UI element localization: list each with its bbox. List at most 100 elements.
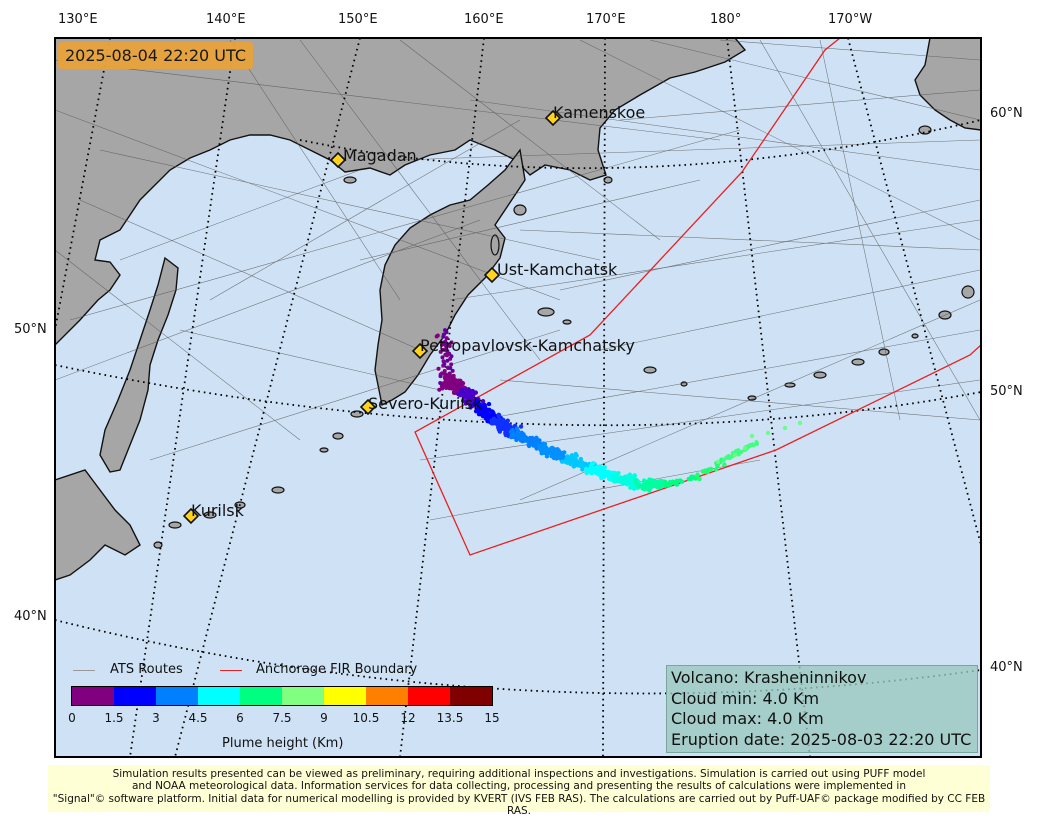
plume-particle [713,467,719,472]
plume-particle [742,445,748,451]
plume-particle [644,480,649,485]
colorbar-segment [114,687,156,705]
colorbar-segment [450,687,492,705]
city-marker: Kamenskoe [544,103,645,127]
cloud-max: Cloud max: 4.0 Km [671,709,824,728]
city-diamond-icon [483,266,501,284]
colorbar-tick-label: 15 [484,711,500,725]
plume-particle [510,427,515,433]
map-frame [54,37,982,758]
city-marker: Ust-Kamchatsk [483,260,618,284]
plume-particle [491,420,496,426]
plume-particle [619,476,624,481]
plume-particle [515,428,521,434]
plume-particle [631,483,637,488]
lat-label-left: 50°N [14,322,47,337]
plume-particle [461,387,466,392]
plume-particle [732,452,738,458]
plume-particle [476,404,482,410]
plume-particle [487,413,493,418]
plume-particle [481,413,486,419]
plume-particle [610,470,615,476]
lon-label: 140°E [206,12,246,27]
colorbar-tick-label: 6 [236,711,244,725]
city-diamond-icon [359,398,377,416]
plume-particle [541,450,547,455]
volcano-name: Volcano: Krasheninnikov [671,668,867,687]
plume-particle [602,464,607,470]
plume-particle [631,486,637,491]
plume-particle [556,448,561,453]
plume-particle [496,427,502,432]
plume-particle [442,362,447,367]
plume-particle [725,455,731,461]
city-diamond-icon [544,109,562,127]
plume-particle [504,419,509,424]
plume-particle [442,370,447,376]
city-label: Kamenskoe [553,103,645,122]
plume-particle [443,352,448,357]
plume-particle [626,474,631,480]
fir-boundary-swatch [220,670,242,671]
land-hokkaido [55,469,141,581]
plume-particle [450,380,456,386]
colorbar-title: Plume height (Km) [222,736,344,751]
disclaimer-line: Simulation results presented can be view… [112,768,926,780]
lon-label: 170°E [586,12,626,27]
plume-particle [436,366,441,371]
plume-particle [444,377,449,382]
cities-layer: Kamenskoe Magadan Ust-Kamchatsk Petropavlov… [182,103,645,525]
plume-particle [439,342,444,347]
plume-particle [663,479,668,485]
ash-plume [434,328,803,493]
plume-particle [470,388,475,394]
plume-particle [595,467,600,472]
plume-particle [444,385,449,391]
disclaimer-footer: Simulation results presented can be view… [48,765,990,817]
lat-label-left: 40°N [14,609,47,624]
land-mainland [55,38,747,346]
plume-height-colorbar [71,686,493,706]
plume-particle [749,433,755,439]
plume-particle [481,409,487,414]
colorbar-tick-label: 13.5 [436,711,464,725]
land-sakhalin [99,256,179,473]
plume-particle [440,386,445,391]
plume-particle [580,467,585,472]
plume-particle [600,469,605,474]
colorbar-segment [72,687,114,705]
plume-particle [530,435,535,441]
plume-particle [694,475,700,480]
plume-particle [465,400,470,406]
plume-particle [578,456,584,462]
plume-particle [435,333,440,338]
colorbar-segment [240,687,282,705]
plume-particle [610,474,615,480]
plume-particle [573,451,579,457]
plume-particle [633,477,639,483]
cloud-min: Cloud min: 4.0 Km [671,688,820,708]
plume-particle [641,486,647,492]
plume-particle [537,443,542,449]
plume-particle [546,447,551,452]
plume-particle [544,454,550,459]
plume-particle [739,449,744,455]
lat-label-right: 40°N [990,660,1023,675]
colorbar-segment [408,687,450,705]
fir-boundary [414,38,981,556]
lon-label: 180° [710,12,742,27]
plume-particle [512,431,517,436]
city-marker: Petropavlovsk-Kamchatsky [411,336,635,360]
plume-particle [518,424,524,429]
plume-particle [505,422,511,428]
plume-particle [481,402,487,408]
plume-particle [630,474,635,480]
plume-particle [581,462,586,467]
city-label: Severo-Kurilsk [368,394,483,413]
city-marker: Kurilsk [182,501,245,525]
plume-particle [450,368,455,373]
plume-particle [715,459,721,465]
plume-particle [445,358,450,363]
plume-particle [607,476,612,481]
